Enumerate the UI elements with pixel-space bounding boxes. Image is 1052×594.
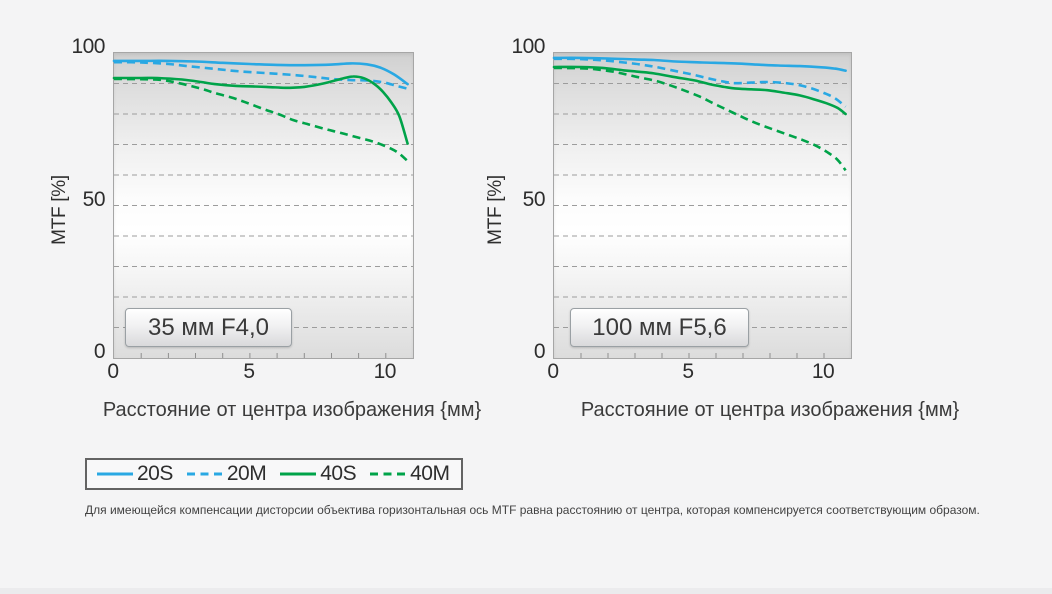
- legend-solid-line-icon: [97, 472, 133, 476]
- y-tick-label-50: 50: [522, 187, 546, 211]
- x-tick-label-5: 5: [682, 360, 694, 383]
- legend-item-20S: 20S: [96, 462, 173, 486]
- x-axis-title-left: Расстояние от центра изображения {мм}: [102, 399, 482, 421]
- x-tick-label-0: 0: [547, 360, 559, 383]
- mtf-plot-right: [552, 52, 852, 359]
- lens-label-right: 100 мм F5,6: [570, 308, 749, 347]
- legend-label: 40M: [410, 462, 450, 485]
- mtf-plot-left: [112, 52, 414, 359]
- legend-item-20M: 20M: [186, 462, 267, 486]
- x-tick-label-10: 10: [373, 360, 397, 383]
- legend-dashed-line-icon: [186, 472, 223, 476]
- curve-20M: [553, 57, 847, 108]
- legend-label: 20M: [226, 462, 267, 485]
- y-tick-label-50: 50: [82, 187, 106, 211]
- curve-20M: [113, 60, 408, 90]
- legend-label: 40S: [320, 462, 357, 485]
- y-tick-label-0: 0: [533, 340, 546, 363]
- lens-label-left: 35 мм F4,0: [125, 308, 292, 347]
- y-tick-label-100: 100: [511, 35, 545, 58]
- curve-20S: [552, 56, 847, 72]
- curve-20S: [112, 59, 409, 86]
- legend-label: 20S: [137, 462, 173, 485]
- x-tick-label-0: 0: [107, 360, 119, 383]
- bottom-divider: [0, 588, 1052, 594]
- curve-40S: [112, 75, 409, 145]
- legend-dashed-line-icon: [370, 472, 407, 476]
- legend-solid-line-icon: [280, 472, 317, 476]
- x-tick-label-10: 10: [811, 360, 835, 383]
- y-tick-label-100: 100: [71, 35, 105, 58]
- curve-40S: [552, 65, 847, 116]
- legend: 20S 20M 40S 40M: [85, 458, 464, 490]
- x-tick-label-5: 5: [243, 360, 255, 383]
- plot-canvas-1: [552, 56, 851, 358]
- curve-40M: [113, 77, 409, 162]
- legend-item-40M: 40M: [369, 462, 450, 486]
- y-tick-label-0: 0: [93, 340, 106, 363]
- footnote-text: Для имеющейся компенсации дисторсии объе…: [85, 503, 980, 517]
- x-axis-title-right: Расстояние от центра изображения {мм}: [580, 399, 960, 421]
- curve-40M: [553, 66, 847, 172]
- legend-item-40S: 40S: [279, 462, 357, 486]
